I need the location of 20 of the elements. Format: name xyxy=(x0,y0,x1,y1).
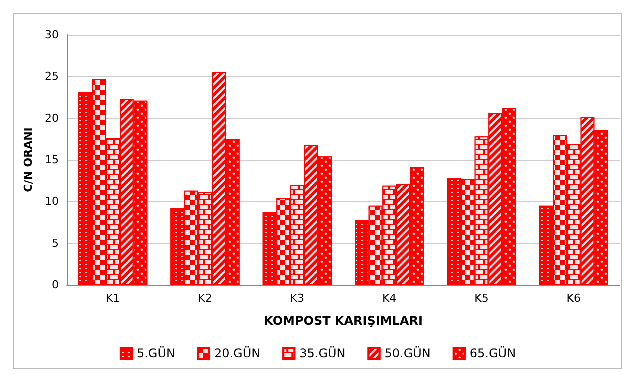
x-tick-label: K4 xyxy=(382,292,397,305)
y-tick-label: 5 xyxy=(52,236,59,250)
y-tick-label: 30 xyxy=(45,28,59,42)
x-tick-label: K1 xyxy=(106,292,120,305)
legend-label: 20.GÜN xyxy=(214,346,261,360)
legend-label: 35.GÜN xyxy=(300,346,346,360)
x-tick-label: K3 xyxy=(290,292,305,305)
y-tick-label: 25 xyxy=(45,70,59,84)
x-tick-label: K6 xyxy=(566,292,582,305)
y-tick-label: 10 xyxy=(45,195,59,208)
y-tick-label: 15 xyxy=(45,154,59,166)
legend-label: 65.GÜN xyxy=(470,346,516,360)
y-axis-title: C/N ORANI xyxy=(22,128,36,192)
legend-label: 50.GÜN xyxy=(384,346,431,360)
y-tick-label: 0 xyxy=(52,278,59,292)
y-tick-label: 20 xyxy=(45,112,59,125)
x-tick-label: K5 xyxy=(474,292,489,305)
legend-label: 5.GÜN xyxy=(136,346,176,360)
x-tick-label: K2 xyxy=(198,292,212,305)
x-axis-title: KOMPOST KARIŞIMLARI xyxy=(264,314,423,328)
